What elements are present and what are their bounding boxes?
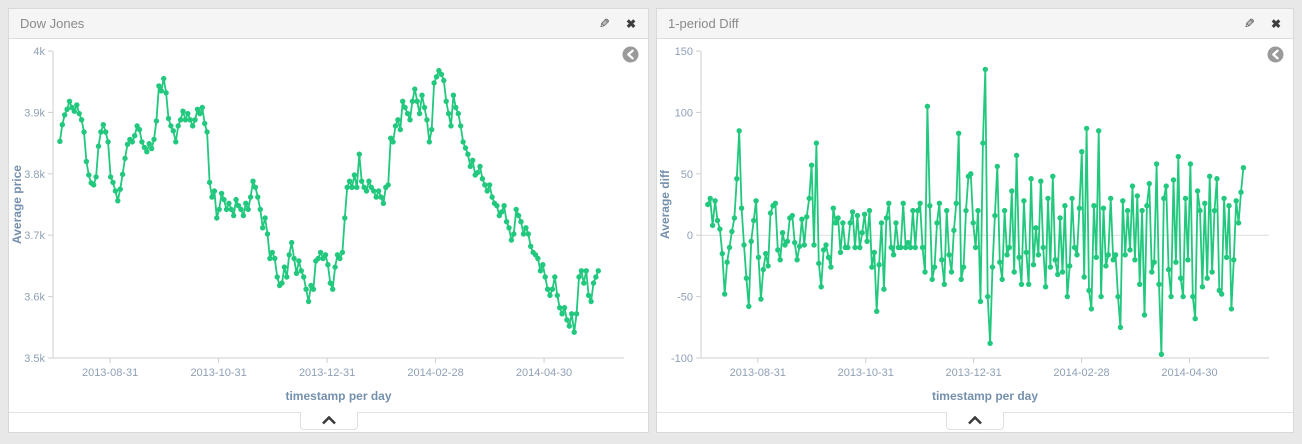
- panel-title-1-period-diff: 1-period Diff: [668, 16, 739, 31]
- svg-text:3.6k: 3.6k: [24, 292, 45, 304]
- svg-text:-50: -50: [677, 292, 693, 304]
- dow-jones-chart-area: 3.5k 3.6k 3.7k 3.8k 3.9k 4k 2013-08-31 2013-10-…: [9, 39, 648, 412]
- back-arrow-button[interactable]: [622, 46, 639, 63]
- panel-title-dow-jones: Dow Jones: [20, 16, 85, 31]
- svg-text:2014-02-28: 2014-02-28: [407, 367, 463, 379]
- panel-header-dow-jones: Dow Jones ✎ ✖: [9, 9, 648, 39]
- dow-jones-chart[interactable]: 3.5k 3.6k 3.7k 3.8k 3.9k 4k 2013-08-31 2013-10-…: [9, 39, 648, 412]
- svg-text:2013-12-31: 2013-12-31: [945, 367, 1001, 379]
- svg-text:Average diff: Average diff: [658, 169, 672, 239]
- svg-text:2013-10-31: 2013-10-31: [838, 367, 894, 379]
- svg-text:0: 0: [687, 230, 693, 242]
- back-arrow-icon: [1267, 46, 1284, 63]
- svg-text:100: 100: [675, 107, 693, 119]
- svg-text:3.7k: 3.7k: [24, 230, 45, 242]
- svg-text:timestamp per day: timestamp per day: [285, 389, 391, 403]
- panel-header-actions: ✎ ✖: [1244, 16, 1281, 31]
- svg-text:2014-04-30: 2014-04-30: [516, 367, 572, 379]
- edit-icon[interactable]: ✎: [1244, 16, 1255, 31]
- svg-text:2014-04-30: 2014-04-30: [1161, 367, 1217, 379]
- svg-text:2013-08-31: 2013-08-31: [730, 367, 786, 379]
- edit-icon[interactable]: ✎: [599, 16, 610, 31]
- svg-text:3.5k: 3.5k: [24, 353, 45, 365]
- svg-text:2013-08-31: 2013-08-31: [82, 367, 138, 379]
- svg-text:3.8k: 3.8k: [24, 169, 45, 181]
- svg-text:2013-12-31: 2013-12-31: [299, 367, 355, 379]
- svg-text:50: 50: [681, 169, 693, 181]
- panel-header-1-period-diff: 1-period Diff ✎ ✖: [657, 9, 1293, 39]
- svg-text:timestamp per day: timestamp per day: [932, 389, 1038, 403]
- svg-text:150: 150: [675, 46, 693, 58]
- panel-footer: [657, 412, 1293, 432]
- close-icon[interactable]: ✖: [625, 16, 636, 31]
- svg-text:4k: 4k: [33, 46, 45, 58]
- collapse-row-button[interactable]: [299, 412, 358, 430]
- svg-text:Average price: Average price: [10, 165, 24, 244]
- chevron-up-icon: [968, 416, 982, 425]
- back-arrow-button[interactable]: [1267, 46, 1284, 63]
- diff-chart-area: -100 -50 0 50 100 150 2013-08-31 2013-10-31 2013…: [657, 39, 1293, 412]
- svg-text:2014-02-28: 2014-02-28: [1053, 367, 1109, 379]
- panel-footer: [9, 412, 648, 432]
- collapse-row-button[interactable]: [946, 412, 1004, 430]
- diff-chart[interactable]: -100 -50 0 50 100 150 2013-08-31 2013-10-31 2013…: [657, 39, 1293, 412]
- panel-header-actions: ✎ ✖: [599, 16, 636, 31]
- svg-text:-100: -100: [671, 353, 693, 365]
- svg-text:2013-10-31: 2013-10-31: [190, 367, 246, 379]
- panel-1-period-diff: 1-period Diff ✎ ✖ -100 -50 0 50 100 150 2013-0…: [656, 8, 1294, 433]
- back-arrow-icon: [622, 46, 639, 63]
- svg-text:3.9k: 3.9k: [24, 107, 45, 119]
- panel-dow-jones: Dow Jones ✎ ✖ 3.5k 3.6k 3.7k 3.8k 3.9k 4k 2013…: [8, 8, 649, 433]
- chevron-up-icon: [321, 416, 336, 425]
- close-icon[interactable]: ✖: [1270, 16, 1281, 31]
